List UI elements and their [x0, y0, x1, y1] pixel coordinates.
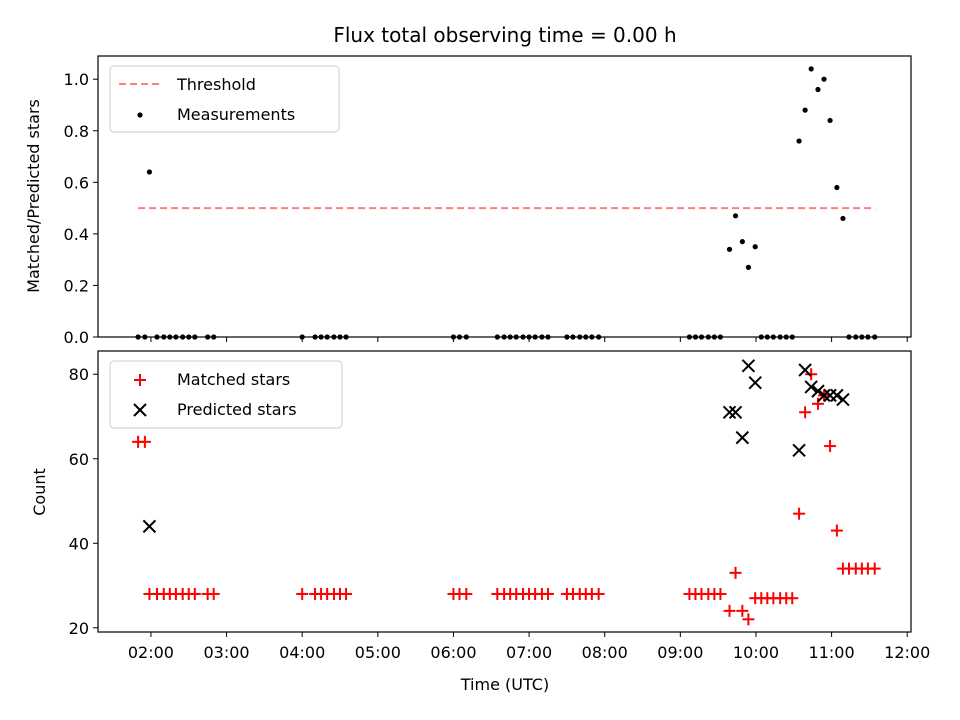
predicted-star-point [741, 359, 756, 373]
bottom-panel-frame [97, 350, 912, 633]
predicted-star-point [735, 430, 750, 445]
matched-star-point [786, 592, 799, 605]
matched-star-point [824, 440, 837, 453]
matched-star-point [188, 587, 201, 600]
top-y-tick-label: 0.6 [64, 173, 89, 192]
bottom-legend: Matched stars Predicted stars [109, 360, 343, 429]
x-tick-label: 05:00 [355, 643, 401, 662]
predicted-star-point [817, 388, 831, 403]
measurement-point [146, 169, 153, 175]
legend-predicted-swatch [133, 403, 147, 417]
measurement-point [808, 66, 814, 72]
matched-star-point [799, 406, 812, 419]
bottom-panel: 02:00 03:00 04:00 05:00 06:00 07:00 08:00 09:00… [30, 350, 930, 662]
measurement-point [834, 184, 840, 191]
matched-star-point [592, 587, 605, 600]
top-legend-box [109, 65, 340, 133]
measurement-point [815, 86, 821, 93]
legend-predicted-label: Predicted stars [177, 400, 297, 419]
matched-star-point [296, 587, 309, 600]
measurement-point [840, 215, 846, 222]
x-tick-label: 09:00 [657, 643, 703, 662]
top-panel: 0.0 0.2 0.4 0.6 0.8 1.0 Matched/Predicted sta… [24, 55, 912, 347]
predicted-star-point [792, 443, 806, 458]
measurement-point [796, 138, 802, 144]
x-axis-label: Time (UTC) [460, 675, 549, 694]
bottom-y-tick-label: 80 [69, 365, 89, 384]
bottom-y-tick-label: 40 [69, 534, 89, 553]
measurement-point [752, 244, 758, 250]
x-tick-label: 02:00 [128, 643, 174, 662]
matched-star-point [541, 587, 554, 600]
predicted-star-point [804, 380, 818, 394]
bottom-legend-box [109, 360, 343, 429]
chart-title: Flux total observing time = 0.00 h [333, 23, 676, 47]
legend-matched-swatch [134, 374, 146, 386]
measurement-point [726, 246, 733, 252]
top-y-tick-label: 0.2 [64, 276, 89, 295]
predicted-star-point [836, 392, 850, 407]
matched-star-point [340, 587, 353, 600]
predicted-star-point [748, 375, 762, 390]
matched-star-point [138, 435, 151, 448]
x-tick-label: 10:00 [733, 643, 779, 662]
bottom-y-axis-label: Count [30, 468, 49, 516]
top-panel-frame [97, 55, 912, 338]
measurement-point [827, 117, 833, 124]
top-legend: Threshold Measurements [109, 65, 340, 133]
bottom-y-tick-label: 20 [69, 619, 89, 638]
predicted-star-point [811, 384, 825, 398]
measurement-point [745, 264, 752, 270]
matched-star-point [793, 507, 806, 520]
bottom-y-tick-label: 60 [69, 450, 89, 469]
predicted-star-point [830, 388, 844, 403]
predicted-star-point [722, 405, 737, 419]
top-y-tick-label: 0.0 [64, 328, 89, 347]
matched-star-point [736, 604, 749, 617]
predicted-star-point [798, 363, 812, 377]
measurement-point [739, 239, 745, 245]
top-y-tick-label: 0.8 [64, 122, 89, 141]
matched-star-point [460, 587, 473, 600]
x-tick-label: 12:00 [884, 643, 930, 662]
measurement-point [821, 76, 827, 82]
matched-star-point [742, 613, 755, 626]
x-tick-label: 04:00 [279, 643, 325, 662]
matched-star-point [811, 397, 824, 410]
matched-star-point [714, 587, 727, 600]
top-y-tick-label: 1.0 [64, 70, 89, 89]
matched-star-point [830, 524, 843, 537]
x-tick-label: 11:00 [809, 643, 855, 662]
predicted-star-point [728, 405, 743, 419]
matched-star-point [723, 604, 736, 617]
legend-matched-label: Matched stars [177, 370, 290, 389]
legend-measurements-swatch [137, 112, 143, 118]
top-y-axis-label: Matched/Predicted stars [24, 99, 43, 293]
legend-measurements-label: Measurements [177, 105, 295, 124]
measurement-point [732, 213, 739, 219]
measurement-point [802, 107, 808, 113]
legend-threshold-label: Threshold [176, 75, 256, 94]
predicted-star-point [142, 519, 157, 534]
matched-star-point [805, 368, 818, 381]
matched-star-point [868, 562, 881, 575]
matched-star-point [729, 566, 742, 579]
x-tick-label: 07:00 [506, 643, 552, 662]
top-y-tick-label: 0.4 [64, 225, 89, 244]
x-tick-label: 08:00 [582, 643, 628, 662]
x-tick-label: 03:00 [204, 643, 250, 662]
matched-star-point [207, 587, 220, 600]
x-tick-label: 06:00 [430, 643, 476, 662]
